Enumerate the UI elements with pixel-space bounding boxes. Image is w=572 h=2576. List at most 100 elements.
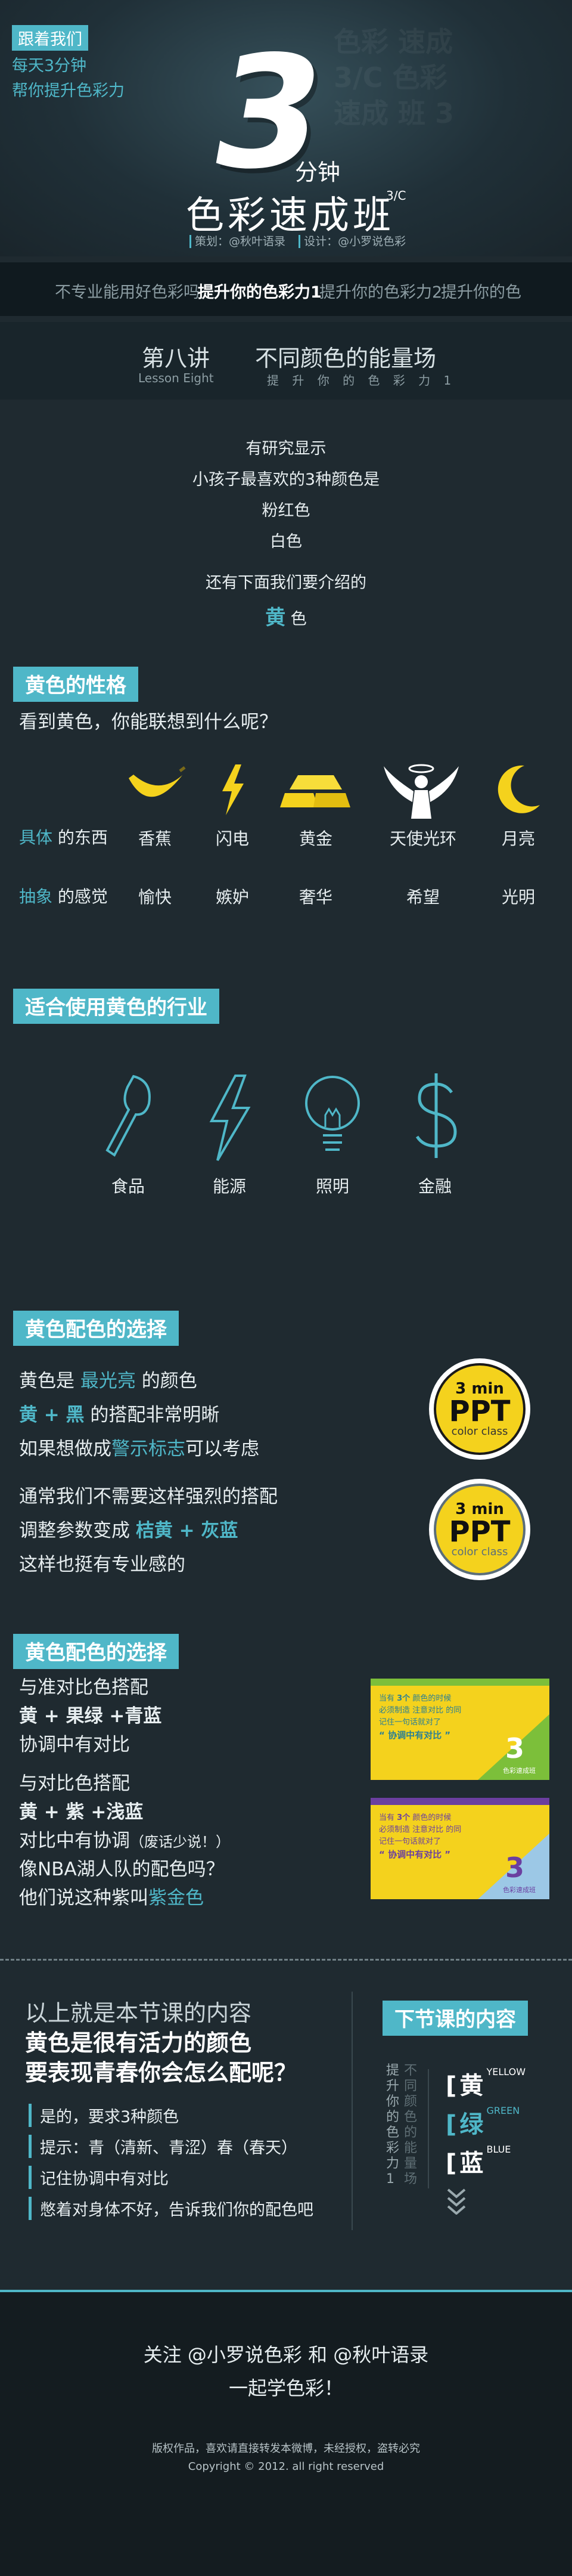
- abstract-row-label: 抽象 的感觉: [19, 884, 108, 908]
- follow-line-2: 帮你提升色彩力: [12, 82, 125, 100]
- section-divider: [0, 1959, 572, 1961]
- matching2-tag: 黄色配色的选择: [13, 1634, 179, 1669]
- nav-item-0[interactable]: 不专业能用好色彩吗: [55, 283, 200, 302]
- next-zh-yellow: 黄: [459, 2072, 484, 2100]
- m1-line-2b: 的搭配非常明晰: [84, 1404, 220, 1426]
- m1-line-5: 调整参数变成 桔黄 + 灰蓝: [19, 1515, 238, 1542]
- footer-follow: 关注 @小罗说色彩 和 @秋叶语录: [143, 2343, 429, 2366]
- abstract-2: 奢华: [299, 887, 332, 907]
- abstract-label-a: 抽象: [19, 887, 53, 906]
- m1-line-5a: 调整参数变成: [19, 1520, 136, 1541]
- series-nav: 不专业能用好色彩吗 提升你的色彩力1 提升你的色彩力2 提升你的色: [0, 262, 572, 316]
- m1-line-4: 通常我们不需要这样强烈的搭配: [19, 1486, 278, 1507]
- summary-item-0: 是的，要求3种颜色: [29, 2104, 179, 2127]
- summary-separator: [352, 1992, 353, 2230]
- lightning-icon: [222, 764, 244, 815]
- badge2-cc: color class: [451, 1546, 508, 1558]
- hero-header: 色彩 速成 3/C 色彩 速成 班 3 跟着我们 每天3分钟 帮你提升色彩力 3 分…: [0, 0, 572, 256]
- lightning-outline-icon: [209, 1075, 251, 1162]
- card1-brand: 色彩速成班: [503, 1767, 536, 1775]
- card2-line-2: 必须制造 注意对比 的同: [379, 1825, 462, 1834]
- concrete-label-a: 具体: [19, 828, 53, 847]
- card1-big-3: 3: [505, 1732, 525, 1764]
- personality-section: 黄色的性格: [13, 667, 138, 702]
- concrete-0: 香蕉: [138, 829, 172, 849]
- course-title-sup: 3/C: [386, 188, 406, 203]
- badge2-ppt: PPT: [449, 1515, 511, 1549]
- angel-icon: [384, 764, 459, 819]
- card2-line-1c: 颜色的时候: [410, 1813, 452, 1822]
- summary-line-1: 以上就是本节课的内容: [25, 2000, 252, 2026]
- dollar-sign-icon: [415, 1073, 457, 1158]
- next-bracket-blue: [: [446, 2150, 457, 2177]
- m2-line-1: 与准对比色搭配: [19, 1677, 148, 1698]
- gold-bars-icon: [280, 775, 350, 807]
- next-bracket-yellow: [: [446, 2072, 457, 2100]
- m1-line-1c: 的颜色: [135, 1370, 197, 1392]
- nav-item-2[interactable]: 提升你的色彩力2: [319, 283, 443, 302]
- hero-background-pattern: 色彩 速成 3/C 色彩 速成 班 3: [334, 26, 455, 129]
- m1-line-1a: 黄色是: [19, 1370, 80, 1392]
- summary-item-2: 记住协调中有对比: [29, 2166, 169, 2189]
- m2-line-8a: 他们说这种紫叫: [19, 1887, 148, 1909]
- card1-line-2: 必须制造 注意对比 的同: [379, 1706, 462, 1715]
- matching1-tag: 黄色配色的选择: [13, 1311, 179, 1346]
- ppt-badge-inner-1: 3 min PPT color class: [434, 1363, 526, 1455]
- m2-line-4: 与对比色搭配: [19, 1773, 130, 1794]
- matching2-section: 黄色配色的选择: [13, 1634, 179, 1669]
- abstract-4: 光明: [501, 887, 535, 907]
- next-zh-blue: 蓝: [459, 2150, 484, 2177]
- lesson-subtitle: 提 升 你 的 色 彩 力 1: [267, 373, 456, 388]
- lesson-number: 第八讲: [142, 345, 210, 371]
- m1-line-3b: 警示标志: [111, 1438, 185, 1460]
- card1-stripe: [371, 1679, 549, 1686]
- abstract-label-b: 的感觉: [52, 887, 108, 906]
- card2-line-4: “ 协调中有对比 ”: [379, 1849, 451, 1860]
- follow-line-1: 每天3分钟: [12, 57, 87, 75]
- m2-line-8: 他们说这种紫叫紫金色: [19, 1883, 204, 1909]
- card1-line-1a: 当有: [379, 1694, 397, 1703]
- personality-question: 看到黄色，你能联想到什么呢？: [19, 711, 278, 733]
- nav-item-3[interactable]: 提升你的色: [441, 283, 521, 302]
- light-bulb-icon: [305, 1076, 360, 1151]
- next-vertical-1: 提升你的色彩力1: [386, 2063, 400, 2187]
- abstract-1: 嫉妒: [215, 887, 249, 907]
- card2-line-3: 记住一句话就对了: [379, 1837, 442, 1846]
- card1-line-1: 当有 3个 颜色的时候: [379, 1692, 451, 1703]
- m1-line-1b: 最光亮: [80, 1370, 136, 1392]
- m2-line-7: 像NBA湖人队的配色吗？: [19, 1859, 225, 1880]
- intro-highlight: 黄 色: [0, 601, 572, 630]
- footer: 关注 @小罗说色彩 和 @秋叶语录 一起学色彩！ 版权作品，喜欢请直接转发本微博…: [0, 2290, 572, 2576]
- m1-line-3c: 可以考虑: [185, 1438, 259, 1460]
- industry-1: 能源: [212, 1176, 246, 1196]
- m2-line-6: 对比中有协调（废话少说！）: [19, 1825, 230, 1852]
- industries-tag: 适合使用黄色的行业: [13, 989, 219, 1024]
- industries-section: 适合使用黄色的行业: [13, 989, 219, 1024]
- badge1-ppt: PPT: [449, 1395, 511, 1428]
- card2-brand: 色彩速成班: [503, 1886, 536, 1894]
- nav-item-1[interactable]: 提升你的色彩力1: [198, 283, 322, 302]
- m1-line-6: 这样也挺有专业感的: [19, 1554, 185, 1575]
- next-separator: [428, 2069, 429, 2188]
- next-vertical-2: 不同颜色的能量场: [404, 2063, 418, 2187]
- card1-corner: [478, 1714, 549, 1780]
- card1-line-3: 记住一句话就对了: [379, 1718, 442, 1727]
- follow-tag: 跟着我们: [12, 25, 88, 51]
- summary-item-1: 提示：青（清新、青涩）春（春天）: [29, 2135, 297, 2158]
- follow-block: 跟着我们 每天3分钟 帮你提升色彩力: [12, 25, 125, 101]
- sample-card-green: 当有 3个 颜色的时候 必须制造 注意对比 的同 记住一句话就对了 “ 协调中有…: [371, 1679, 549, 1780]
- summary-line-2: 黄色是很有活力的颜色: [25, 2030, 252, 2056]
- banana-icon: [129, 766, 186, 797]
- m2-line-2: 黄 + 果绿 +青蓝: [19, 1705, 162, 1727]
- card2-line-1b: 3个: [397, 1813, 411, 1822]
- industry-2: 照明: [315, 1176, 349, 1196]
- next-zh-green: 绿: [459, 2111, 484, 2138]
- m1-line-5b: 桔黄 + 灰蓝: [135, 1520, 238, 1541]
- footer-learn: 一起学色彩！: [228, 2377, 343, 2399]
- next-en-green: GREEN: [486, 2105, 520, 2116]
- next-en-yellow: YELLOW: [486, 2066, 526, 2077]
- next-lesson-section: 下节课的内容: [383, 2001, 528, 2036]
- footer-copyright-notice: 版权作品，喜欢请直接转发本微博，未经授权，盗转必究: [152, 2442, 420, 2455]
- card1-line-4: “ 协调中有对比 ”: [379, 1730, 451, 1741]
